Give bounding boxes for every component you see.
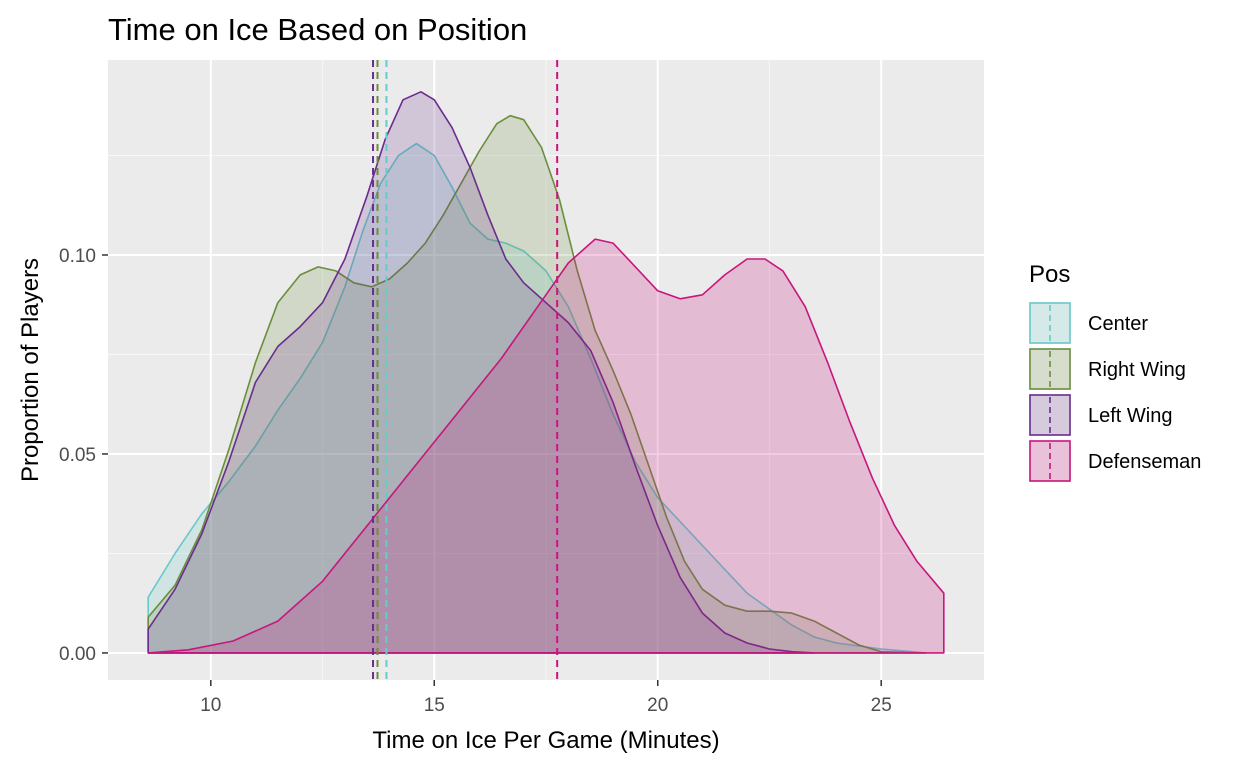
legend-label: Center (1088, 313, 1148, 335)
legend-label: Defenseman (1088, 451, 1201, 473)
x-tick-label: 20 (647, 695, 668, 716)
y-tick-label: 0.00 (59, 644, 96, 665)
density-area-left-wing (147, 91, 815, 654)
x-axis: 10 15 20 25 (200, 680, 892, 716)
legend-item-right-wing: Right Wing (1029, 348, 1186, 390)
x-axis-title: Time on Ice Per Game (Minutes) (372, 727, 719, 754)
legend-label: Right Wing (1088, 359, 1186, 381)
density-area-defenseman (147, 238, 945, 654)
y-axis: 0.00 0.05 0.10 (59, 246, 108, 665)
y-tick-label: 0.10 (59, 246, 96, 267)
legend-item-defenseman: Defenseman (1029, 440, 1201, 482)
y-axis-title: Proportion of Players (17, 258, 44, 482)
density-area-center (147, 142, 927, 654)
mean-lines (372, 60, 559, 680)
legend-item-center: Center (1029, 302, 1148, 344)
density-areas (147, 91, 945, 654)
y-tick-label: 0.05 (59, 445, 96, 466)
grid-minor (108, 60, 984, 680)
x-tick-label: 15 (424, 695, 445, 716)
legend-title: Pos (1029, 261, 1070, 288)
legend-item-left-wing: Left Wing (1029, 394, 1172, 436)
x-tick-label: 25 (871, 695, 892, 716)
density-area-right-wing (147, 114, 927, 654)
x-tick-label: 10 (200, 695, 221, 716)
legend-label: Left Wing (1088, 405, 1172, 427)
chart-title: Time on Ice Based on Position (108, 12, 527, 47)
legend: Pos Center Right Wing Left Wing Defenseman (1029, 261, 1201, 482)
